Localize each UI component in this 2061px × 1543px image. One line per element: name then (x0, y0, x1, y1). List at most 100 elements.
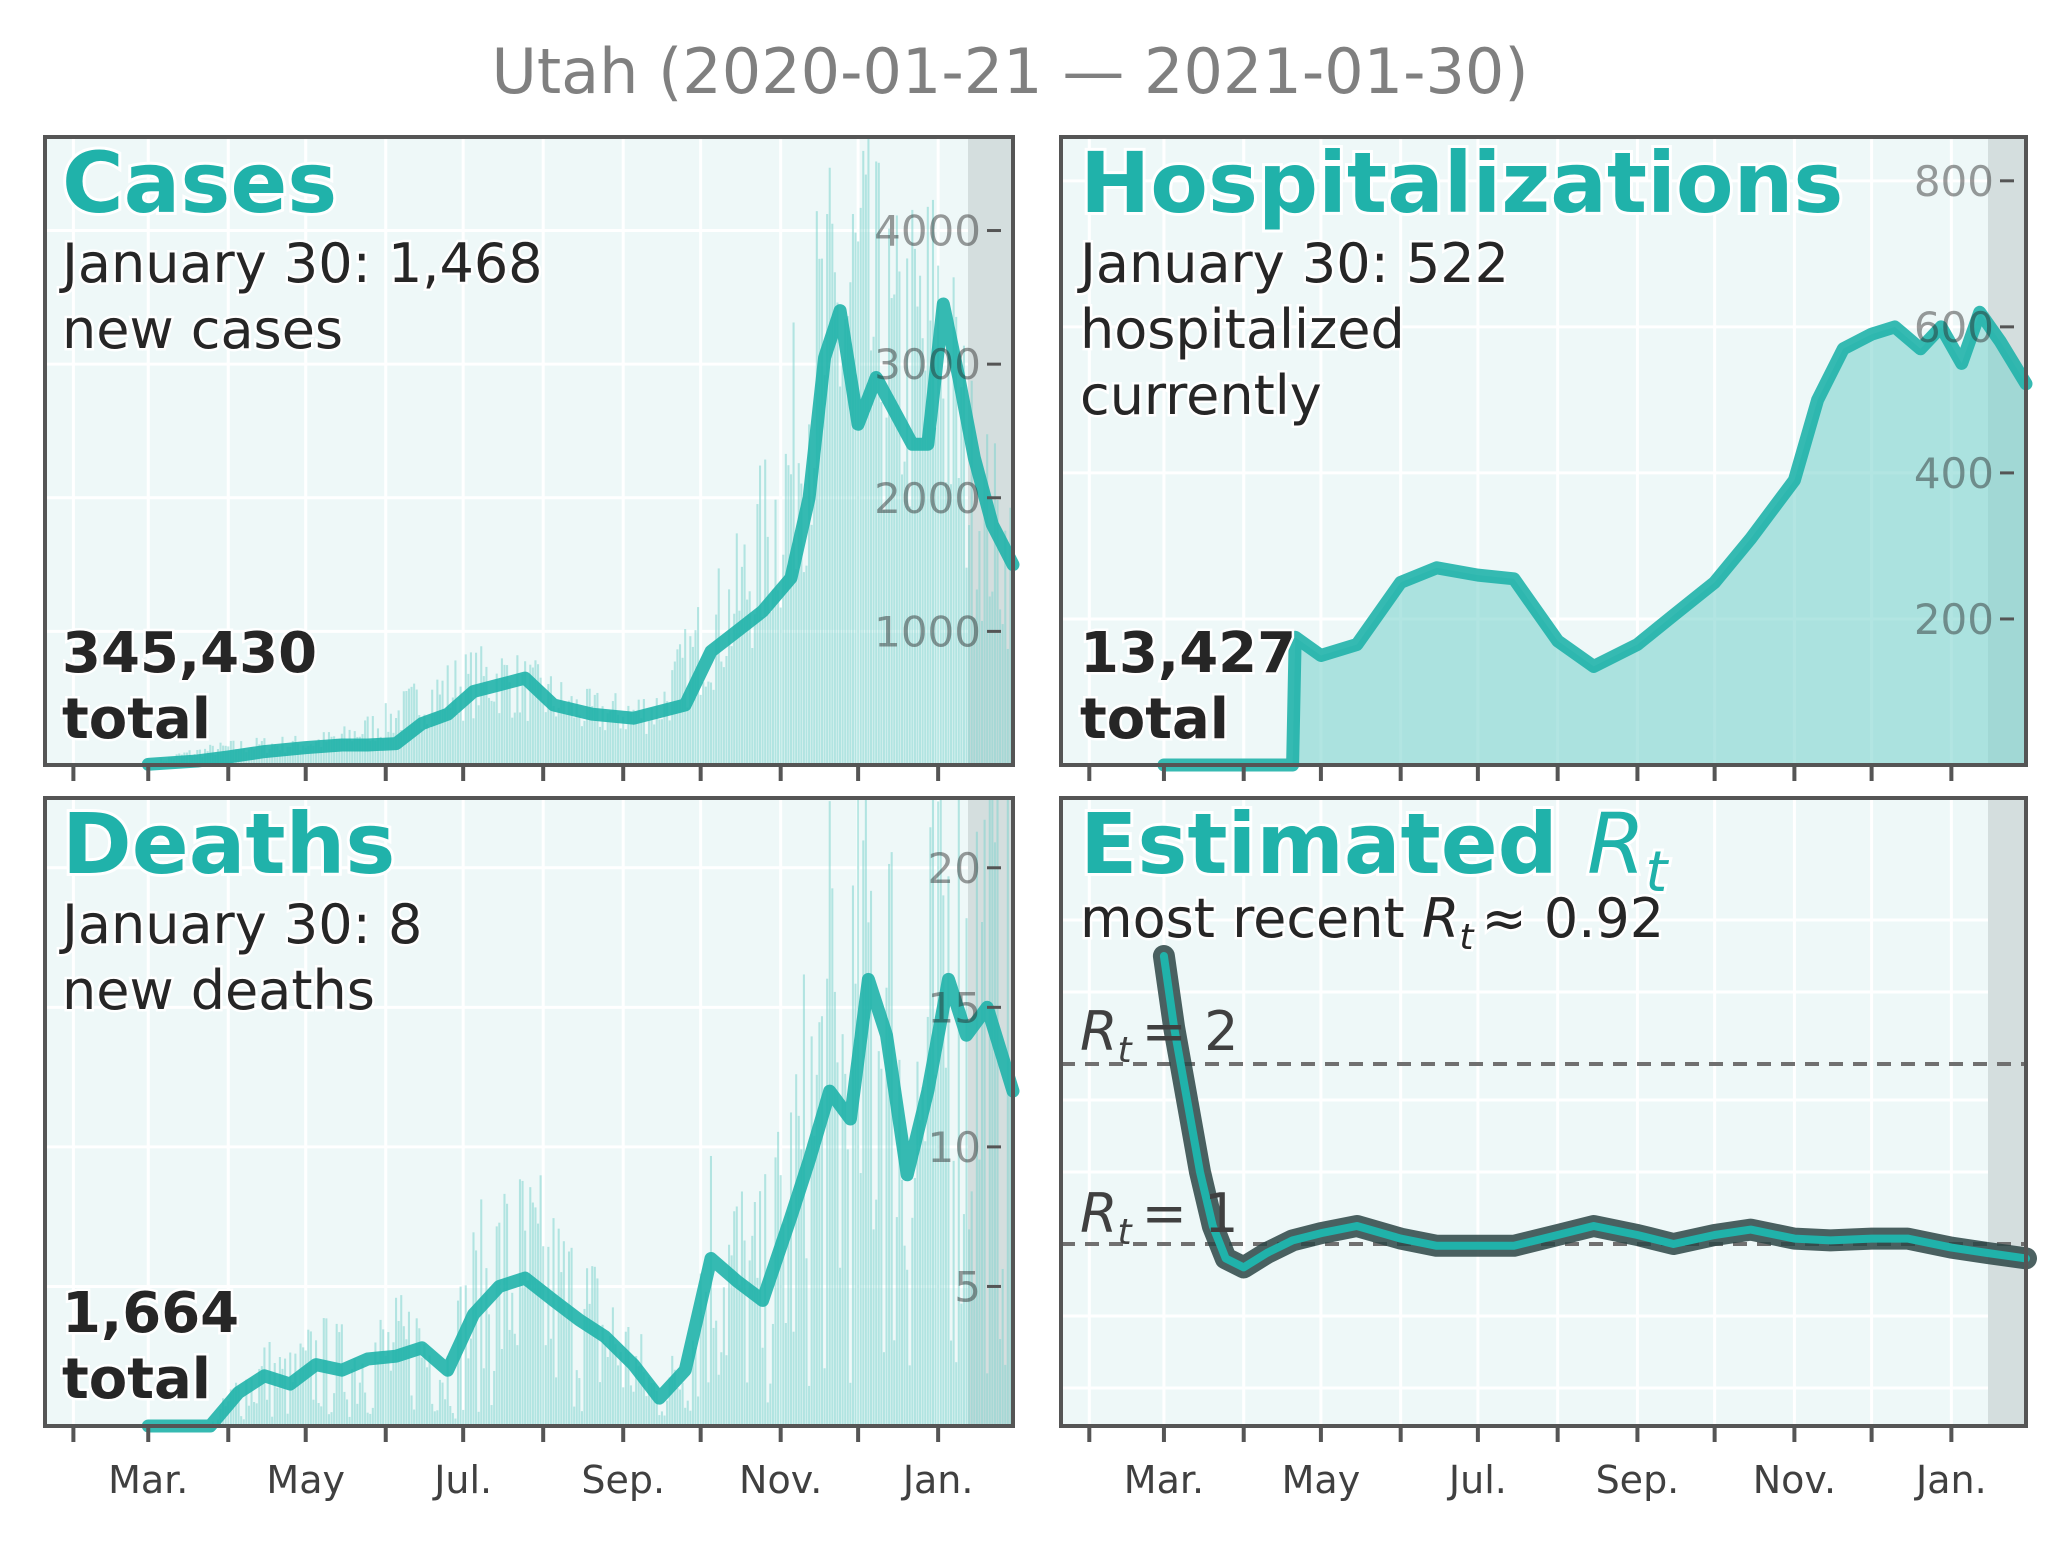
daily-bar (609, 710, 612, 765)
daily-bar (857, 798, 860, 1426)
daily-bar (534, 1207, 537, 1426)
daily-bar (513, 712, 516, 765)
daily-bar (606, 713, 609, 765)
daily-bar (475, 652, 478, 765)
daily-bar (826, 214, 829, 766)
daily-bar (506, 1203, 509, 1426)
daily-bar (895, 215, 898, 766)
daily-bar (795, 569, 798, 765)
daily-bar (942, 398, 945, 765)
daily-bar (702, 682, 705, 765)
deaths-rolling-average-line (141, 972, 1020, 1433)
daily-bar (469, 1338, 472, 1426)
daily-bar (960, 1303, 963, 1426)
daily-bar (859, 207, 862, 765)
hosp-total-value: 13,427 (1080, 621, 1296, 686)
daily-bar (418, 715, 421, 765)
daily-bar (774, 499, 777, 765)
daily-bar (642, 699, 645, 765)
daily-bar (570, 696, 573, 765)
daily-bar (813, 468, 816, 765)
daily-bar (841, 1034, 844, 1426)
rt-ref1-symbol: R (1080, 1182, 1118, 1245)
daily-bar (965, 567, 968, 765)
daily-bar (493, 701, 496, 765)
daily-bar (511, 1292, 514, 1426)
daily-bar (926, 206, 929, 766)
daily-bar (916, 1061, 919, 1426)
daily-bar (526, 1280, 529, 1426)
daily-bar (402, 1326, 405, 1426)
daily-bar (846, 1149, 849, 1426)
daily-bar (580, 726, 583, 765)
daily-bar (833, 991, 836, 1426)
daily-bar (426, 724, 429, 765)
daily-bar (882, 510, 885, 765)
daily-bar (686, 707, 689, 765)
daily-bar (869, 350, 873, 765)
daily-bar (580, 1411, 583, 1426)
daily-bar (862, 150, 865, 765)
daily-bar (810, 1036, 813, 1426)
daily-bar (557, 1228, 560, 1426)
daily-bar (898, 271, 901, 765)
daily-bar (810, 524, 813, 765)
daily-bar (689, 1410, 692, 1426)
daily-bar (428, 1355, 431, 1426)
daily-bar (369, 740, 372, 765)
daily-bar (555, 716, 558, 765)
daily-bar (542, 1246, 545, 1426)
daily-bar (1004, 530, 1007, 765)
daily-bar (986, 434, 989, 765)
daily-bar (872, 1229, 875, 1426)
daily-bar (469, 652, 472, 765)
daily-bar (869, 890, 873, 1426)
daily-bar (604, 730, 607, 765)
rt-plot-area (1061, 798, 2026, 1426)
daily-bar (978, 1159, 981, 1426)
daily-bar (325, 741, 328, 765)
daily-bar (999, 1339, 1002, 1426)
y-tick-label: 2000 (874, 474, 981, 523)
daily-bar (691, 1340, 694, 1426)
daily-bar (555, 1377, 558, 1426)
daily-bar (774, 1157, 777, 1426)
daily-bar (952, 277, 955, 765)
daily-bar (495, 673, 498, 765)
daily-bar (960, 387, 963, 765)
daily-bar (898, 1059, 901, 1426)
daily-bar (487, 697, 491, 765)
daily-bar (449, 1405, 452, 1426)
daily-bar (844, 1073, 847, 1426)
daily-bar (436, 1410, 439, 1426)
daily-bar (797, 1115, 800, 1426)
daily-bar (441, 1382, 444, 1426)
daily-bar (622, 1387, 625, 1426)
deaths-subtitle-line1: January 30: 8 (59, 893, 422, 956)
daily-bar (593, 694, 596, 765)
daily-bar (988, 798, 991, 1426)
daily-bar (782, 1223, 785, 1426)
deaths-x-axis: Mar. May Jul. Sep. Nov. Jan. (71, 1426, 973, 1502)
daily-bar (645, 1396, 648, 1426)
daily-bar (957, 798, 960, 1426)
daily-bar (730, 646, 733, 765)
daily-bar (343, 1391, 346, 1426)
daily-bar (1009, 507, 1012, 765)
daily-bar (382, 739, 385, 765)
daily-bar (518, 712, 521, 765)
daily-bar (937, 801, 940, 1426)
daily-bar (431, 1403, 434, 1426)
daily-bar (919, 275, 922, 765)
daily-bar (782, 554, 785, 765)
daily-bar (823, 1368, 826, 1426)
daily-bar (658, 719, 661, 765)
daily-bar (980, 620, 984, 765)
daily-bar (617, 714, 620, 765)
daily-bar (859, 1173, 862, 1426)
daily-bar (593, 1266, 596, 1426)
daily-bar (828, 167, 831, 765)
daily-bar (968, 525, 971, 765)
daily-bar (715, 614, 718, 765)
daily-bar (529, 664, 532, 765)
